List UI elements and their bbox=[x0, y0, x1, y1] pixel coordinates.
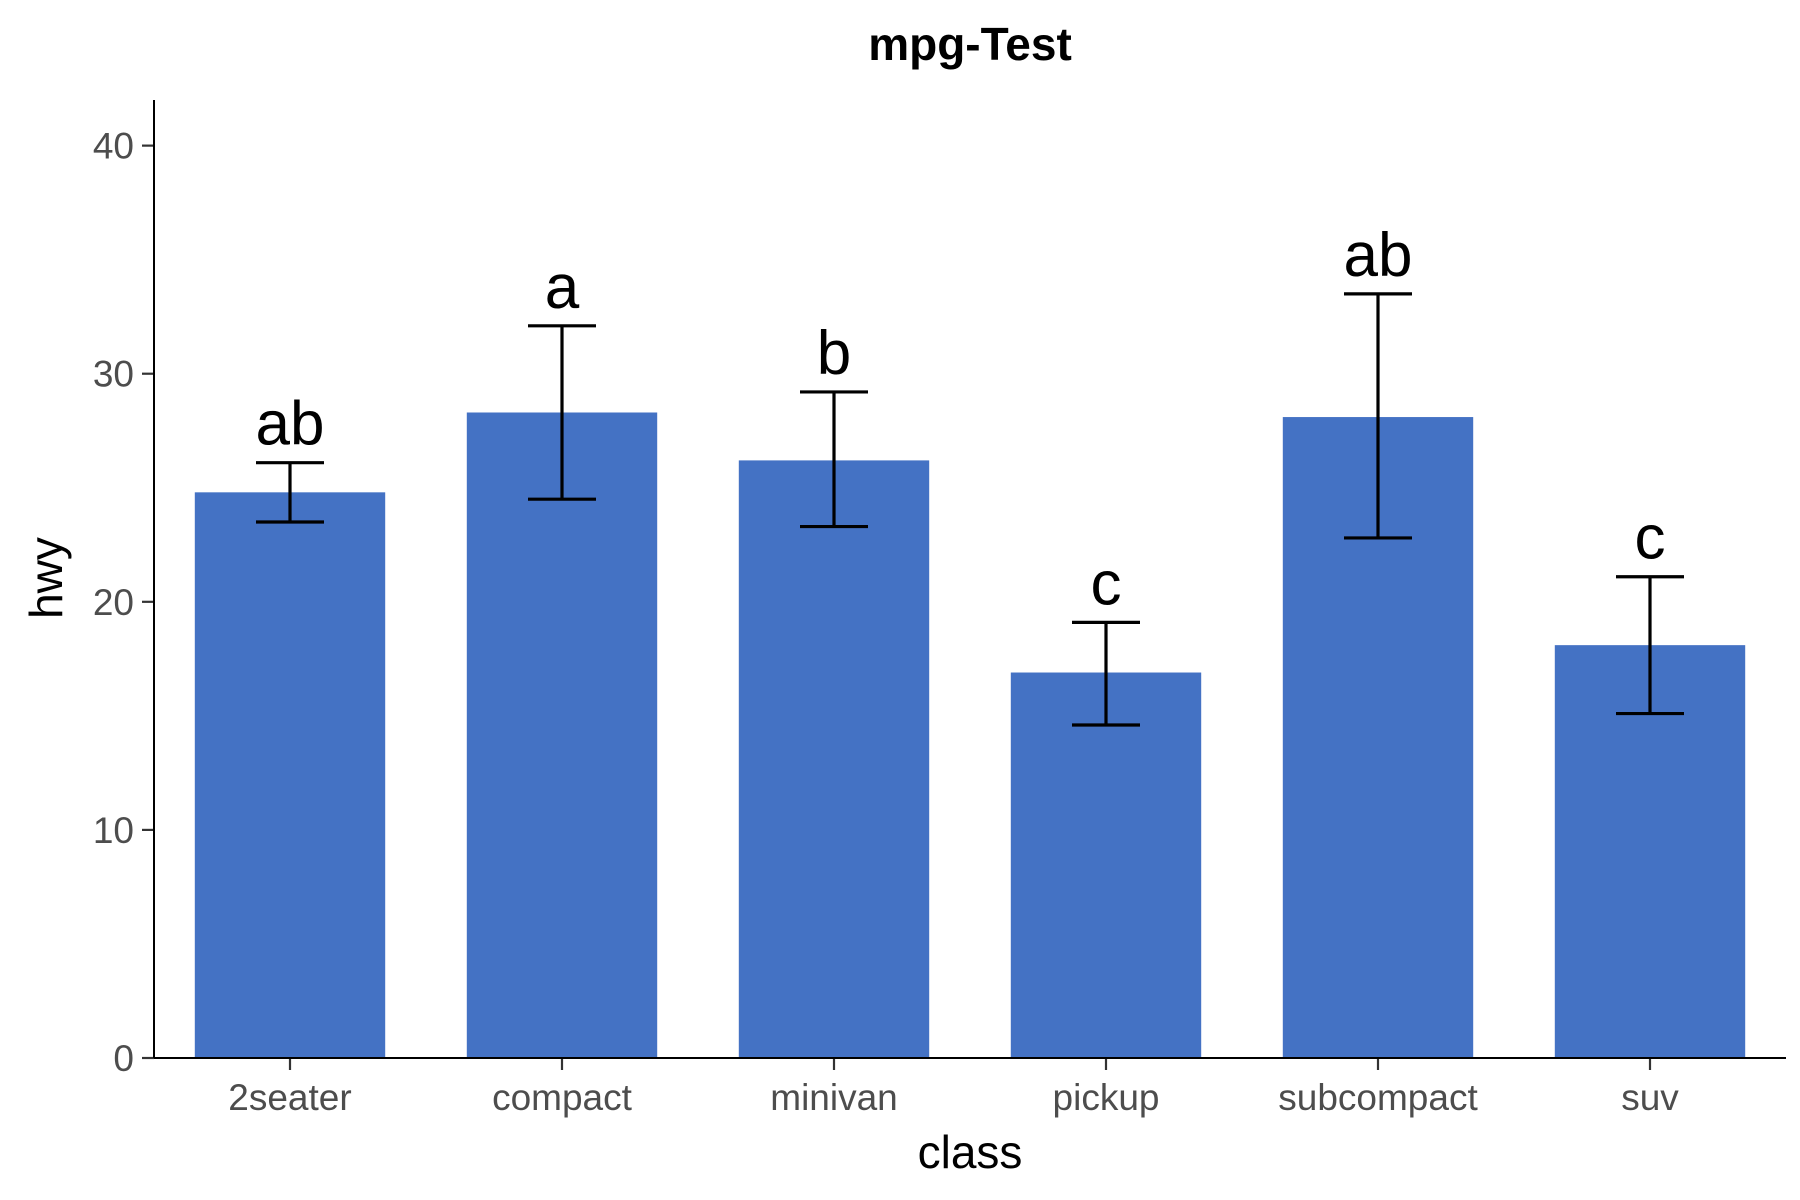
significance-label-2seater: ab bbox=[256, 390, 325, 459]
bar-compact bbox=[466, 412, 658, 1058]
y-tick-label-0: 0 bbox=[113, 1038, 134, 1079]
x-tick-label-pickup: pickup bbox=[1053, 1077, 1160, 1118]
y-axis: 0 10 20 30 40 bbox=[93, 100, 155, 1079]
x-axis: 2seater compact minivan pickup subcompact suv bbox=[154, 1057, 1786, 1118]
y-tick-label-40: 40 bbox=[93, 126, 134, 167]
significance-label-subcompact: ab bbox=[1344, 221, 1413, 290]
significance-label-compact: a bbox=[545, 253, 580, 322]
significance-label-pickup: c bbox=[1091, 549, 1122, 618]
x-tick-label-minivan: minivan bbox=[770, 1077, 898, 1118]
y-tick-label-30: 30 bbox=[93, 354, 134, 395]
significance-label-suv: c bbox=[1635, 504, 1666, 573]
y-tick-label-10: 10 bbox=[93, 810, 134, 851]
bar-pickup bbox=[1010, 672, 1202, 1058]
x-tick-label-2seater: 2seater bbox=[228, 1077, 351, 1118]
x-tick-label-suv: suv bbox=[1621, 1077, 1679, 1118]
x-tick-label-subcompact: subcompact bbox=[1278, 1077, 1478, 1118]
x-axis-title: class bbox=[918, 1126, 1023, 1178]
bar-minivan bbox=[738, 460, 930, 1058]
bar-2seater bbox=[194, 492, 386, 1058]
y-axis-title: hwy bbox=[20, 537, 72, 619]
bars-layer bbox=[194, 412, 1746, 1058]
chart-title: mpg-Test bbox=[868, 18, 1072, 70]
x-tick-label-compact: compact bbox=[492, 1077, 633, 1118]
significance-label-minivan: b bbox=[817, 319, 851, 388]
y-tick-label-20: 20 bbox=[93, 582, 134, 623]
error-bars-layer bbox=[256, 292, 1684, 727]
